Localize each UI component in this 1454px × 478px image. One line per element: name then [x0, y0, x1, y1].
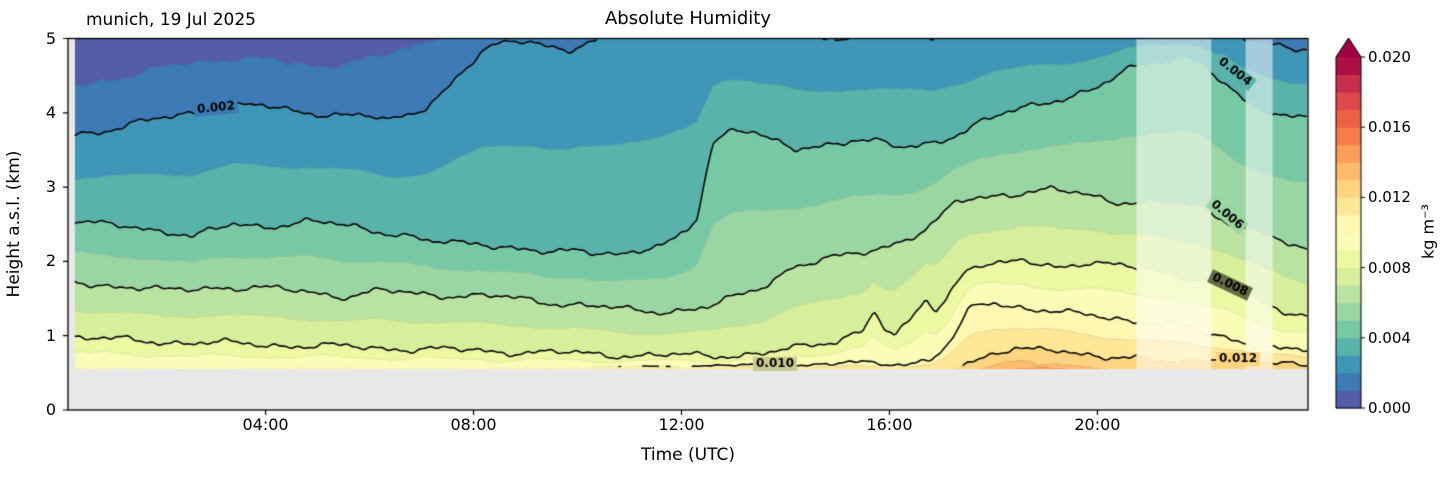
x-tick-label: 16:00 [866, 415, 913, 434]
chart-title: Absolute Humidity [604, 8, 771, 29]
x-tick-label: 04:00 [242, 415, 289, 434]
colorbar-tick-label: 0.016 [1368, 118, 1411, 137]
y-tick-label: 5 [45, 28, 56, 48]
x-axis-label: Time (UTC) [641, 445, 735, 465]
colorbar-unit-label: kg m⁻³ [1418, 204, 1438, 259]
station-date-annotation: munich, 19 Jul 2025 [86, 10, 256, 30]
colorbar-tick-label: 0.008 [1368, 258, 1411, 277]
x-tick-label: 20:00 [1074, 415, 1121, 434]
colorbar-tick-label: 0.012 [1368, 188, 1411, 207]
y-tick-label: 2 [45, 251, 56, 271]
y-tick-label: 0 [45, 400, 56, 419]
colorbar-tick-label: 0.004 [1368, 328, 1411, 347]
y-tick-label: 1 [45, 325, 56, 345]
y-tick-label: 3 [45, 177, 56, 197]
x-tick-label: 08:00 [450, 415, 497, 434]
colorbar-tick-label: 0.000 [1368, 399, 1411, 417]
x-tick-label: 12:00 [658, 415, 705, 434]
y-tick-label: 4 [45, 102, 56, 122]
colorbar-tick-label: 0.020 [1368, 48, 1411, 66]
